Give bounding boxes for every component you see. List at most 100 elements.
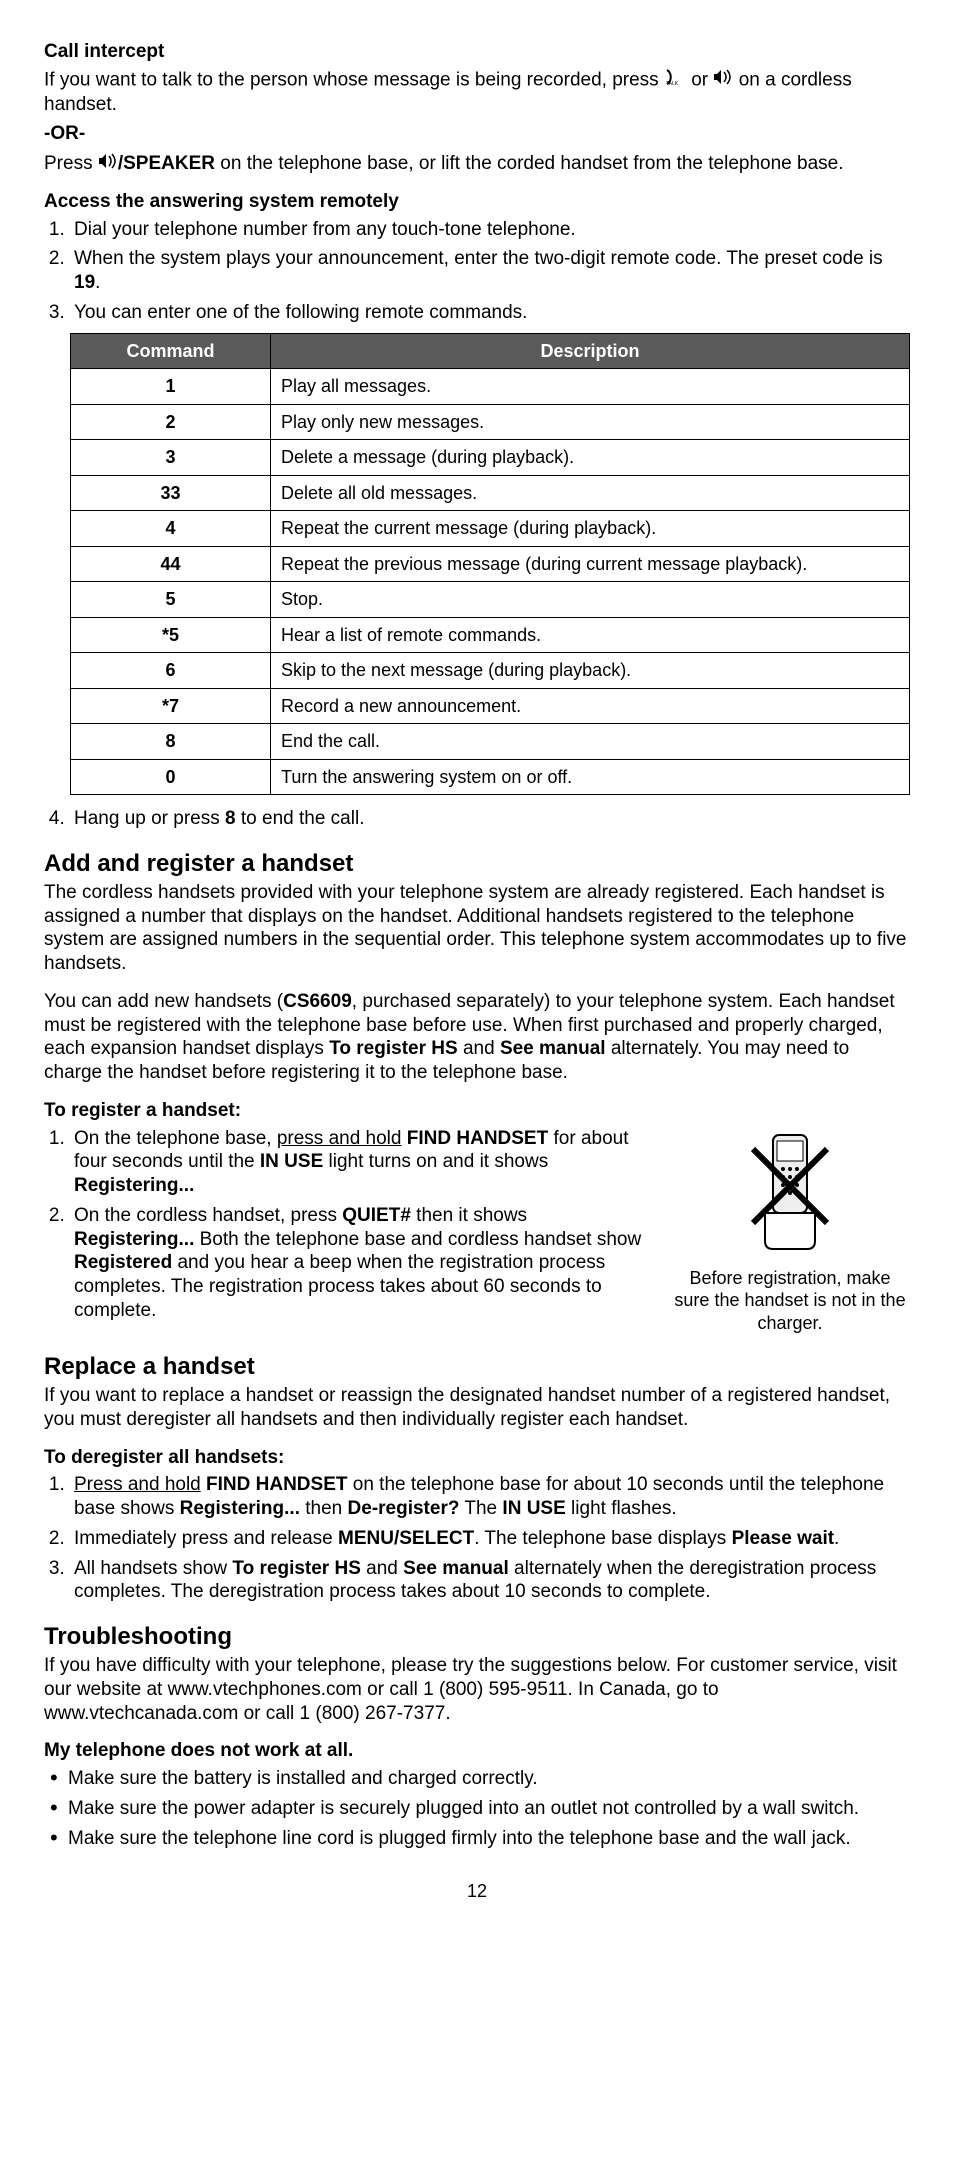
text: then xyxy=(300,1498,348,1519)
replace-p1: If you want to replace a handset or reas… xyxy=(44,1384,910,1432)
call-intercept-heading: Call intercept xyxy=(44,40,910,64)
text: or xyxy=(691,69,713,90)
command-cell: 44 xyxy=(71,546,271,582)
page-number: 12 xyxy=(44,1880,910,1903)
svg-text:TALK: TALK xyxy=(666,81,679,86)
list-item: Immediately press and release MENU/SELEC… xyxy=(70,1527,910,1551)
call-intercept-p1: If you want to talk to the person whose … xyxy=(44,68,910,117)
handset-figure: Before registration, make sure the hands… xyxy=(670,1131,910,1335)
add-register-p2: You can add new handsets (CS6609, purcha… xyxy=(44,990,910,1085)
trouble-subheading: My telephone does not work at all. xyxy=(44,1739,910,1763)
table-row: 8End the call. xyxy=(71,724,910,760)
table-row: 44Repeat the previous message (during cu… xyxy=(71,546,910,582)
talk-icon: TALK xyxy=(664,68,686,93)
description-cell: Repeat the current message (during playb… xyxy=(271,511,910,547)
text: Registering... xyxy=(74,1229,194,1250)
list-item: Make sure the power adapter is securely … xyxy=(68,1797,910,1821)
remote-steps-1-3: Dial your telephone number from any touc… xyxy=(44,218,910,325)
description-cell: Record a new announcement. xyxy=(271,688,910,724)
list-item: Press and hold FIND HANDSET on the telep… xyxy=(70,1473,910,1521)
text: and xyxy=(458,1038,500,1059)
text: If you want to talk to the person whose … xyxy=(44,69,664,90)
text: See manual xyxy=(403,1558,509,1579)
command-cell: 8 xyxy=(71,724,271,760)
text: Hang up or press xyxy=(74,808,225,829)
call-intercept-p2: Press /SPEAKER on the telephone base, or… xyxy=(44,152,910,176)
troubleshooting-heading: Troubleshooting xyxy=(44,1622,910,1652)
description-cell: Turn the answering system on or off. xyxy=(271,759,910,795)
list-item: Make sure the battery is installed and c… xyxy=(68,1767,910,1791)
list-item: When the system plays your announcement,… xyxy=(70,247,910,295)
remote-heading: Access the answering system remotely xyxy=(44,190,910,214)
troubleshooting-p1: If you have difficulty with your telepho… xyxy=(44,1654,910,1725)
table-row: 33Delete all old messages. xyxy=(71,475,910,511)
command-cell: *5 xyxy=(71,617,271,653)
replace-heading: Replace a handset xyxy=(44,1352,910,1382)
command-cell: 4 xyxy=(71,511,271,547)
text: then it shows xyxy=(411,1205,527,1226)
figure-caption: Before registration, make sure the hands… xyxy=(674,1268,905,1333)
text: 8 xyxy=(225,808,236,829)
command-cell: 2 xyxy=(71,404,271,440)
text: The xyxy=(459,1498,502,1519)
handset-x-icon xyxy=(735,1131,845,1261)
text: IN USE xyxy=(502,1498,565,1519)
text: Please wait xyxy=(732,1528,834,1549)
or-label: -OR- xyxy=(44,122,910,146)
text: Press xyxy=(44,153,98,174)
text: /SPEAKER xyxy=(118,153,215,174)
command-cell: 5 xyxy=(71,582,271,618)
speaker-icon xyxy=(98,152,118,176)
list-item: You can enter one of the following remot… xyxy=(70,301,910,325)
speaker-icon xyxy=(713,68,733,92)
table-header-command: Command xyxy=(71,333,271,369)
text: Registering... xyxy=(180,1498,300,1519)
remote-steps-4: Hang up or press 8 to end the call. xyxy=(44,807,910,831)
table-row: *5Hear a list of remote commands. xyxy=(71,617,910,653)
text: Press and hold xyxy=(74,1474,201,1495)
text: and xyxy=(361,1558,403,1579)
table-header-description: Description xyxy=(271,333,910,369)
table-row: 0Turn the answering system on or off. xyxy=(71,759,910,795)
text: To register HS xyxy=(232,1558,360,1579)
text: You can add new handsets ( xyxy=(44,991,283,1012)
add-register-heading: Add and register a handset xyxy=(44,849,910,879)
text: press and hold xyxy=(277,1128,402,1149)
text: FIND HANDSET xyxy=(407,1128,548,1149)
text: . The telephone base displays xyxy=(474,1528,731,1549)
text: QUIET# xyxy=(342,1205,411,1226)
trouble-bullets: Make sure the battery is installed and c… xyxy=(44,1767,910,1850)
table-row: *7Record a new announcement. xyxy=(71,688,910,724)
description-cell: Play only new messages. xyxy=(271,404,910,440)
table-row: 4Repeat the current message (during play… xyxy=(71,511,910,547)
text: Registered xyxy=(74,1252,172,1273)
table-row: 2Play only new messages. xyxy=(71,404,910,440)
command-cell: 6 xyxy=(71,653,271,689)
command-cell: 0 xyxy=(71,759,271,795)
text: light flashes. xyxy=(566,1498,677,1519)
table-row: 3Delete a message (during playback). xyxy=(71,440,910,476)
description-cell: Repeat the previous message (during curr… xyxy=(271,546,910,582)
text: On the cordless handset, press xyxy=(74,1205,342,1226)
text: on the telephone base, or lift the corde… xyxy=(220,153,843,174)
table-row: 5Stop. xyxy=(71,582,910,618)
text: Immediately press and release xyxy=(74,1528,338,1549)
text: Registering... xyxy=(74,1175,194,1196)
list-item: Make sure the telephone line cord is plu… xyxy=(68,1827,910,1851)
deregister-subheading: To deregister all handsets: xyxy=(44,1446,910,1470)
text: De-register? xyxy=(348,1498,460,1519)
table-row: 6Skip to the next message (during playba… xyxy=(71,653,910,689)
list-item: Dial your telephone number from any touc… xyxy=(70,218,910,242)
description-cell: Stop. xyxy=(271,582,910,618)
text: IN USE xyxy=(260,1151,323,1172)
description-cell: Skip to the next message (during playbac… xyxy=(271,653,910,689)
text: MENU/SELECT xyxy=(338,1528,474,1549)
text: light turns on and it shows xyxy=(323,1151,548,1172)
command-cell: *7 xyxy=(71,688,271,724)
command-cell: 3 xyxy=(71,440,271,476)
text: 19 xyxy=(74,272,95,293)
description-cell: Delete a message (during playback). xyxy=(271,440,910,476)
deregister-steps: Press and hold FIND HANDSET on the telep… xyxy=(44,1473,910,1604)
text: All handsets show xyxy=(74,1558,232,1579)
command-cell: 1 xyxy=(71,369,271,405)
